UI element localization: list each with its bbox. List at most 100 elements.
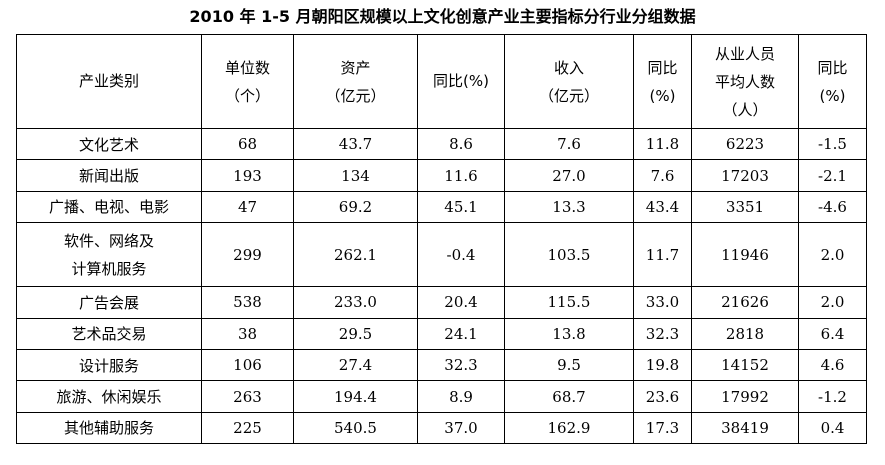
cell-units: 538 [201, 286, 294, 319]
header-units: 单位数 （个） [201, 34, 294, 129]
cell-category: 广告会展 [16, 286, 202, 319]
cell-revenue: 103.5 [504, 222, 634, 288]
header-units-line-1: 单位数 [224, 58, 270, 77]
cell-revenue-yoy: 19.8 [633, 348, 692, 382]
cell-assets-yoy: 45.1 [417, 190, 505, 224]
cell-category: 旅游、休闲娱乐 [16, 380, 202, 413]
header-row: 产业类别 单位数 （个） 资产 （亿元） 同比(%) 收入 （亿元） 同比 (%… [16, 34, 867, 129]
cell-assets-yoy: 24.1 [417, 317, 505, 350]
cell-units: 47 [201, 190, 294, 224]
cell-employees: 17203 [691, 159, 799, 192]
cell-revenue: 9.5 [504, 348, 634, 382]
header-employees-line-3: （人） [722, 100, 768, 119]
cell-employees: 2818 [691, 317, 799, 350]
header-assets-yoy: 同比(%) [417, 34, 505, 129]
cell-revenue: 13.3 [504, 190, 634, 224]
cell-assets-yoy: 8.6 [417, 127, 505, 161]
cell-employees: 3351 [691, 190, 799, 224]
cell-assets: 43.7 [293, 127, 418, 161]
cell-assets-yoy: 37.0 [417, 411, 505, 445]
cell-assets: 27.4 [293, 348, 418, 382]
cell-revenue-yoy: 11.7 [633, 222, 692, 288]
cell-employees-yoy: -1.2 [798, 380, 867, 413]
cell-employees-yoy: 2.0 [798, 286, 867, 319]
cell-revenue-yoy: 23.6 [633, 380, 692, 413]
cell-units: 299 [201, 222, 294, 288]
header-revenue: 收入 （亿元） [504, 34, 634, 129]
cell-assets: 540.5 [293, 411, 418, 445]
table-row: 设计服务 106 27.4 32.3 9.5 19.8 14152 4.6 [16, 348, 867, 382]
cell-revenue: 115.5 [504, 286, 634, 319]
cell-category: 新闻出版 [16, 159, 202, 192]
header-employees-yoy-line-2: (%) [819, 86, 846, 105]
cell-revenue: 27.0 [504, 159, 634, 192]
cell-assets: 233.0 [293, 286, 418, 319]
table-row: 艺术品交易 38 29.5 24.1 13.8 32.3 2818 6.4 [16, 317, 867, 350]
cell-employees: 38419 [691, 411, 799, 445]
cell-employees-yoy: -2.1 [798, 159, 867, 192]
data-table: 产业类别 单位数 （个） 资产 （亿元） 同比(%) 收入 （亿元） 同比 (%… [16, 34, 867, 445]
header-category: 产业类别 [16, 34, 202, 129]
cell-employees-yoy: -1.5 [798, 127, 867, 161]
cell-category: 艺术品交易 [16, 317, 202, 350]
cell-revenue-yoy: 17.3 [633, 411, 692, 445]
cell-assets-yoy: 32.3 [417, 348, 505, 382]
cell-revenue: 13.8 [504, 317, 634, 350]
header-employees-yoy-line-1: 同比 [817, 58, 848, 77]
header-revenue-yoy: 同比 (%) [633, 34, 692, 129]
cell-category-line-1: 软件、网络及 [63, 231, 154, 250]
cell-assets: 194.4 [293, 380, 418, 413]
cell-employees-yoy: 4.6 [798, 348, 867, 382]
table-row: 软件、网络及 计算机服务 299 262.1 -0.4 103.5 11.7 1… [16, 222, 867, 288]
cell-employees: 21626 [691, 286, 799, 319]
cell-category: 设计服务 [16, 348, 202, 382]
cell-employees: 14152 [691, 348, 799, 382]
cell-employees: 6223 [691, 127, 799, 161]
header-revenue-line-2: （亿元） [538, 86, 599, 105]
cell-units: 38 [201, 317, 294, 350]
cell-revenue-yoy: 33.0 [633, 286, 692, 319]
table-row: 其他辅助服务 225 540.5 37.0 162.9 17.3 38419 0… [16, 411, 867, 445]
cell-assets-yoy: 20.4 [417, 286, 505, 319]
header-employees-line-2: 平均人数 [714, 72, 775, 91]
cell-assets-yoy: 11.6 [417, 159, 505, 192]
cell-revenue: 162.9 [504, 411, 634, 445]
cell-category: 文化艺术 [16, 127, 202, 161]
header-employees: 从业人员 平均人数 （人） [691, 34, 799, 129]
cell-employees: 17992 [691, 380, 799, 413]
table-row: 新闻出版 193 134 11.6 27.0 7.6 17203 -2.1 [16, 159, 867, 192]
cell-category: 其他辅助服务 [16, 411, 202, 445]
header-assets: 资产 （亿元） [293, 34, 418, 129]
header-employees-yoy: 同比 (%) [798, 34, 867, 129]
cell-revenue-yoy: 7.6 [633, 159, 692, 192]
cell-revenue: 7.6 [504, 127, 634, 161]
cell-assets: 134 [293, 159, 418, 192]
cell-units: 225 [201, 411, 294, 445]
cell-category-line-2: 计算机服务 [71, 259, 147, 278]
header-revenue-yoy-line-2: (%) [649, 86, 676, 105]
cell-assets-yoy: 8.9 [417, 380, 505, 413]
table-row: 广告会展 538 233.0 20.4 115.5 33.0 21626 2.0 [16, 286, 867, 319]
cell-revenue-yoy: 32.3 [633, 317, 692, 350]
cell-units: 193 [201, 159, 294, 192]
cell-units: 68 [201, 127, 294, 161]
cell-units: 263 [201, 380, 294, 413]
cell-revenue-yoy: 11.8 [633, 127, 692, 161]
cell-category: 广播、电视、电影 [16, 190, 202, 224]
header-assets-line-1: 资产 [340, 58, 371, 77]
cell-employees-yoy: 2.0 [798, 222, 867, 288]
cell-category: 软件、网络及 计算机服务 [16, 222, 202, 288]
header-employees-line-1: 从业人员 [714, 44, 775, 63]
cell-employees-yoy: 6.4 [798, 317, 867, 350]
cell-assets: 69.2 [293, 190, 418, 224]
cell-units: 106 [201, 348, 294, 382]
cell-revenue: 68.7 [504, 380, 634, 413]
table-row: 广播、电视、电影 47 69.2 45.1 13.3 43.4 3351 -4.… [16, 190, 867, 224]
cell-employees: 11946 [691, 222, 799, 288]
header-revenue-yoy-line-1: 同比 [647, 58, 678, 77]
cell-revenue-yoy: 43.4 [633, 190, 692, 224]
cell-employees-yoy: -4.6 [798, 190, 867, 224]
cell-employees-yoy: 0.4 [798, 411, 867, 445]
cell-assets-yoy: -0.4 [417, 222, 505, 288]
cell-assets: 29.5 [293, 317, 418, 350]
